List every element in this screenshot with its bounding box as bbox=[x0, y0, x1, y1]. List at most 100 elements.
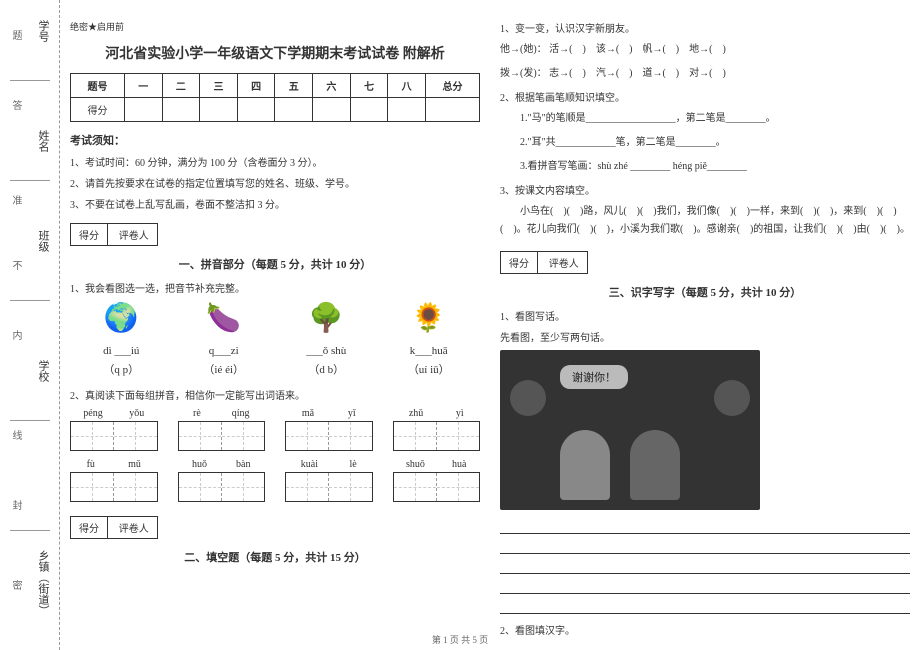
tree-icon bbox=[714, 380, 750, 416]
word-set: zhǔyì bbox=[393, 408, 481, 451]
word-set: fùmǔ bbox=[70, 459, 158, 502]
change-line-2[interactable]: 拨→(发)： 志→( ) 汽→( ) 道→( ) 对→( ) bbox=[500, 65, 910, 83]
write-line[interactable] bbox=[500, 538, 910, 554]
th: 五 bbox=[275, 74, 313, 98]
binding-margin: 学号 题 答 姓名 准 班级 不 内 学校 线 封 乡镇（街道） 密 bbox=[0, 0, 60, 650]
text-para[interactable]: 小鸟在( )( )路，风儿( )( )我们，我们像( )( )一样，来到( )(… bbox=[500, 203, 910, 239]
word-cell[interactable] bbox=[329, 422, 371, 450]
word-grid[interactable] bbox=[178, 472, 266, 502]
word-cell[interactable] bbox=[437, 473, 479, 501]
word-set: kuàilè bbox=[285, 459, 373, 502]
notice-3: 3、不要在试卷上乱写乱画，卷面不整洁扣 3 分。 bbox=[70, 196, 480, 211]
py[interactable]: q___zi bbox=[189, 345, 259, 357]
py[interactable]: k___huā bbox=[394, 345, 464, 357]
pinyin-syllable: péng bbox=[83, 408, 102, 419]
stroke-1[interactable]: 1."马"的笔顺是__________________，第二笔是________… bbox=[500, 110, 910, 128]
bind-mark-6: 准 bbox=[8, 195, 23, 205]
bind-line bbox=[10, 530, 50, 531]
tree-icon: 🌳 bbox=[309, 301, 344, 335]
th: 一 bbox=[124, 74, 162, 98]
word-cell[interactable] bbox=[394, 422, 437, 450]
td[interactable] bbox=[275, 98, 313, 122]
tree-icon bbox=[510, 380, 546, 416]
th: 七 bbox=[350, 74, 388, 98]
td[interactable] bbox=[237, 98, 275, 122]
sec2-q2: 2、根据笔画笔顺知识填空。 bbox=[500, 89, 910, 104]
word-set: péngyǒu bbox=[70, 408, 158, 451]
content-area: 绝密★启用前 河北省实验小学一年级语文下学期期末考试试卷 附解析 题号 一 二 … bbox=[70, 20, 910, 643]
bind-line bbox=[10, 300, 50, 301]
stroke-2[interactable]: 2."耳"共____________笔，第二笔是________。 bbox=[500, 134, 910, 152]
bind-line bbox=[10, 180, 50, 181]
th: 二 bbox=[162, 74, 200, 98]
grader-label: 评卷人 bbox=[541, 252, 587, 273]
bind-field-banji[interactable]: 班级 bbox=[35, 230, 51, 252]
figure-a bbox=[560, 430, 610, 500]
word-cell[interactable] bbox=[437, 422, 479, 450]
word-row: péngyǒurèqíngmǎyǐzhǔyì bbox=[70, 408, 480, 451]
earth-icon: 🌍 bbox=[104, 301, 139, 335]
page-footer: 第 1 页 共 5 页 bbox=[0, 633, 920, 646]
write-line[interactable] bbox=[500, 558, 910, 574]
word-grid[interactable] bbox=[70, 472, 158, 502]
bind-mark-5: 不 bbox=[8, 260, 23, 270]
word-grid[interactable] bbox=[178, 421, 266, 451]
word-cell[interactable] bbox=[394, 473, 437, 501]
pinyin-syllable: yǐ bbox=[348, 408, 356, 419]
left-column: 绝密★启用前 河北省实验小学一年级语文下学期期末考试试卷 附解析 题号 一 二 … bbox=[70, 20, 480, 643]
td[interactable] bbox=[162, 98, 200, 122]
bind-field-xiangzhen[interactable]: 乡镇（街道） bbox=[35, 550, 51, 616]
word-cell[interactable] bbox=[286, 473, 329, 501]
bind-field-xuehao[interactable]: 学号 bbox=[35, 20, 51, 42]
opt: （uí iū） bbox=[394, 361, 464, 377]
th: 八 bbox=[388, 74, 426, 98]
word-cell[interactable] bbox=[286, 422, 329, 450]
bind-field-xingming[interactable]: 姓名 bbox=[35, 130, 51, 152]
word-cell[interactable] bbox=[329, 473, 371, 501]
pinyin-syllable: huǒ bbox=[192, 459, 207, 470]
write-line[interactable] bbox=[500, 518, 910, 534]
opt: （d b） bbox=[291, 361, 361, 377]
sec3-q1b: 先看图，至少写两句话。 bbox=[500, 329, 910, 344]
pinyin-syllable: bàn bbox=[236, 459, 250, 470]
word-grid[interactable] bbox=[70, 421, 158, 451]
bind-mark-4: 内 bbox=[8, 330, 23, 340]
word-cell[interactable] bbox=[179, 473, 222, 501]
eggplant-icon: 🍆 bbox=[206, 301, 241, 335]
word-grid[interactable] bbox=[393, 421, 481, 451]
word-set: rèqíng bbox=[178, 408, 266, 451]
word-grid[interactable] bbox=[285, 421, 373, 451]
py[interactable]: ___ǒ shù bbox=[291, 345, 361, 357]
word-cell[interactable] bbox=[114, 422, 156, 450]
stroke-3[interactable]: 3.看拼音写笔画：shù zhé ________ héng piě______… bbox=[500, 158, 910, 176]
word-grid[interactable] bbox=[393, 472, 481, 502]
words-container: péngyǒurèqíngmǎyǐzhǔyìfùmǔhuǒbànkuàilèsh… bbox=[70, 408, 480, 502]
change-line-1[interactable]: 他→(她)： 活→( ) 该→( ) 帆→( ) 地→( ) bbox=[500, 41, 910, 59]
td[interactable] bbox=[200, 98, 238, 122]
bind-field-xuexiao[interactable]: 学校 bbox=[35, 360, 51, 382]
word-cell[interactable] bbox=[114, 473, 156, 501]
py[interactable]: dì ___iú bbox=[86, 345, 156, 357]
sec1-score-box: 得分 评卷人 bbox=[70, 223, 158, 246]
write-line[interactable] bbox=[500, 578, 910, 594]
word-cell[interactable] bbox=[71, 473, 114, 501]
td[interactable] bbox=[350, 98, 388, 122]
td[interactable] bbox=[388, 98, 426, 122]
notice-head: 考试须知： bbox=[70, 132, 480, 148]
bind-mark-3: 线 bbox=[8, 430, 23, 440]
word-cell[interactable] bbox=[71, 422, 114, 450]
pinyin-syllable: huà bbox=[452, 459, 466, 470]
td[interactable] bbox=[124, 98, 162, 122]
td[interactable] bbox=[425, 98, 479, 122]
word-cell[interactable] bbox=[179, 422, 222, 450]
score-label: 得分 bbox=[71, 224, 108, 245]
word-grid[interactable] bbox=[285, 472, 373, 502]
bind-mark-2: 封 bbox=[8, 500, 23, 510]
word-cell[interactable] bbox=[222, 422, 264, 450]
pinyin-row: dì ___iú q___zi ___ǒ shù k___huā bbox=[70, 345, 480, 357]
td[interactable] bbox=[313, 98, 351, 122]
pinyin-syllable: rè bbox=[193, 408, 201, 419]
write-line[interactable] bbox=[500, 598, 910, 614]
word-cell[interactable] bbox=[222, 473, 264, 501]
secret-label: 绝密★启用前 bbox=[70, 20, 480, 33]
